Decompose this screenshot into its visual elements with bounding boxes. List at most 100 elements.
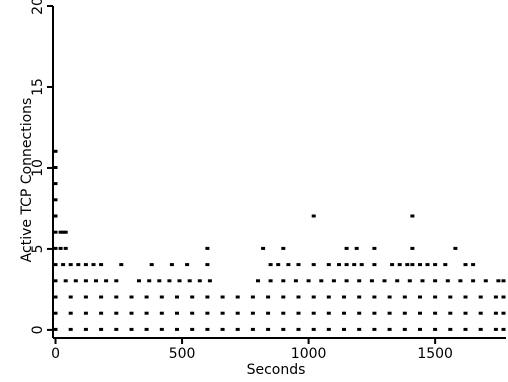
- x-ticks: 0 500 1000 1500: [51, 338, 453, 362]
- x-tick-label: 0: [51, 346, 60, 362]
- data-point: [296, 263, 301, 267]
- data-point: [119, 263, 124, 267]
- data-point: [311, 311, 316, 315]
- data-point: [177, 279, 182, 283]
- data-point: [61, 263, 66, 267]
- data-point: [94, 279, 98, 283]
- data-point: [61, 230, 66, 234]
- data-point: [205, 295, 210, 299]
- data-point: [63, 246, 68, 250]
- y-tick-label: 20: [30, 0, 46, 15]
- data-point: [402, 311, 407, 315]
- data-point: [296, 311, 301, 315]
- data-point: [281, 295, 286, 299]
- y-ticks: 0 5 10 15 20: [30, 0, 53, 334]
- data-point: [387, 311, 392, 315]
- data-point: [407, 279, 412, 283]
- data-point: [114, 327, 119, 331]
- data-point: [91, 263, 96, 267]
- data-point: [478, 295, 483, 299]
- data-point: [99, 311, 104, 315]
- data-point: [144, 311, 149, 315]
- data-point: [114, 295, 119, 299]
- data-point: [157, 279, 162, 283]
- data-point: [76, 263, 81, 267]
- data-point: [342, 295, 346, 299]
- data-point: [418, 327, 422, 331]
- data-point: [458, 279, 463, 283]
- data-point: [410, 214, 415, 218]
- data-point: [471, 263, 476, 267]
- data-point: [235, 311, 240, 315]
- data-point: [493, 311, 498, 315]
- data-point: [83, 311, 88, 315]
- data-point: [296, 327, 301, 331]
- data-point: [357, 279, 362, 283]
- data-point: [53, 182, 58, 186]
- data-point: [425, 263, 430, 267]
- data-point: [149, 263, 154, 267]
- data-points: [53, 149, 506, 331]
- data-point: [175, 295, 179, 299]
- y-tick-label: 5: [30, 244, 46, 253]
- data-point: [256, 279, 260, 283]
- data-point: [58, 246, 63, 250]
- data-point: [53, 230, 58, 234]
- data-point: [144, 327, 149, 331]
- data-point: [311, 263, 316, 267]
- x-axis-label: Seconds: [247, 362, 306, 378]
- data-point: [372, 295, 377, 299]
- data-point: [53, 263, 58, 267]
- data-point: [326, 295, 331, 299]
- data-point: [402, 327, 407, 331]
- data-point: [306, 279, 311, 283]
- data-point: [281, 279, 286, 283]
- data-point: [83, 263, 88, 267]
- data-point: [372, 263, 377, 267]
- data-point: [53, 279, 58, 283]
- data-point: [311, 295, 316, 299]
- data-point: [83, 295, 88, 299]
- data-point: [453, 246, 458, 250]
- data-point: [190, 311, 195, 315]
- data-point: [405, 263, 410, 267]
- data-point: [448, 311, 453, 315]
- data-point: [418, 295, 422, 299]
- data-point: [175, 327, 179, 331]
- data-point: [372, 327, 377, 331]
- data-point: [281, 311, 286, 315]
- data-point: [326, 311, 331, 315]
- data-point: [220, 295, 225, 299]
- data-point: [344, 279, 349, 283]
- data-point: [463, 327, 468, 331]
- y-tick-label: 10: [30, 159, 46, 177]
- data-point: [114, 311, 119, 315]
- data-point: [344, 263, 349, 267]
- data-point: [357, 295, 362, 299]
- data-point: [311, 327, 316, 331]
- data-point: [372, 246, 377, 250]
- data-point: [410, 246, 415, 250]
- data-point: [357, 327, 362, 331]
- data-point: [53, 214, 58, 218]
- data-point: [433, 327, 438, 331]
- data-point: [53, 311, 58, 315]
- data-point: [129, 295, 134, 299]
- data-point: [501, 311, 506, 315]
- data-point: [357, 311, 362, 315]
- data-point: [235, 295, 240, 299]
- data-point: [501, 295, 506, 299]
- data-point: [501, 327, 506, 331]
- data-point: [501, 279, 506, 283]
- data-point: [448, 295, 453, 299]
- data-point: [337, 263, 341, 267]
- x-tick-label: 500: [169, 346, 196, 362]
- data-point: [281, 246, 286, 250]
- data-point: [433, 263, 438, 267]
- data-point: [496, 279, 501, 283]
- data-point: [402, 295, 407, 299]
- data-point: [387, 295, 392, 299]
- y-tick-label: 15: [30, 78, 46, 96]
- data-point: [261, 246, 266, 250]
- data-point: [129, 311, 134, 315]
